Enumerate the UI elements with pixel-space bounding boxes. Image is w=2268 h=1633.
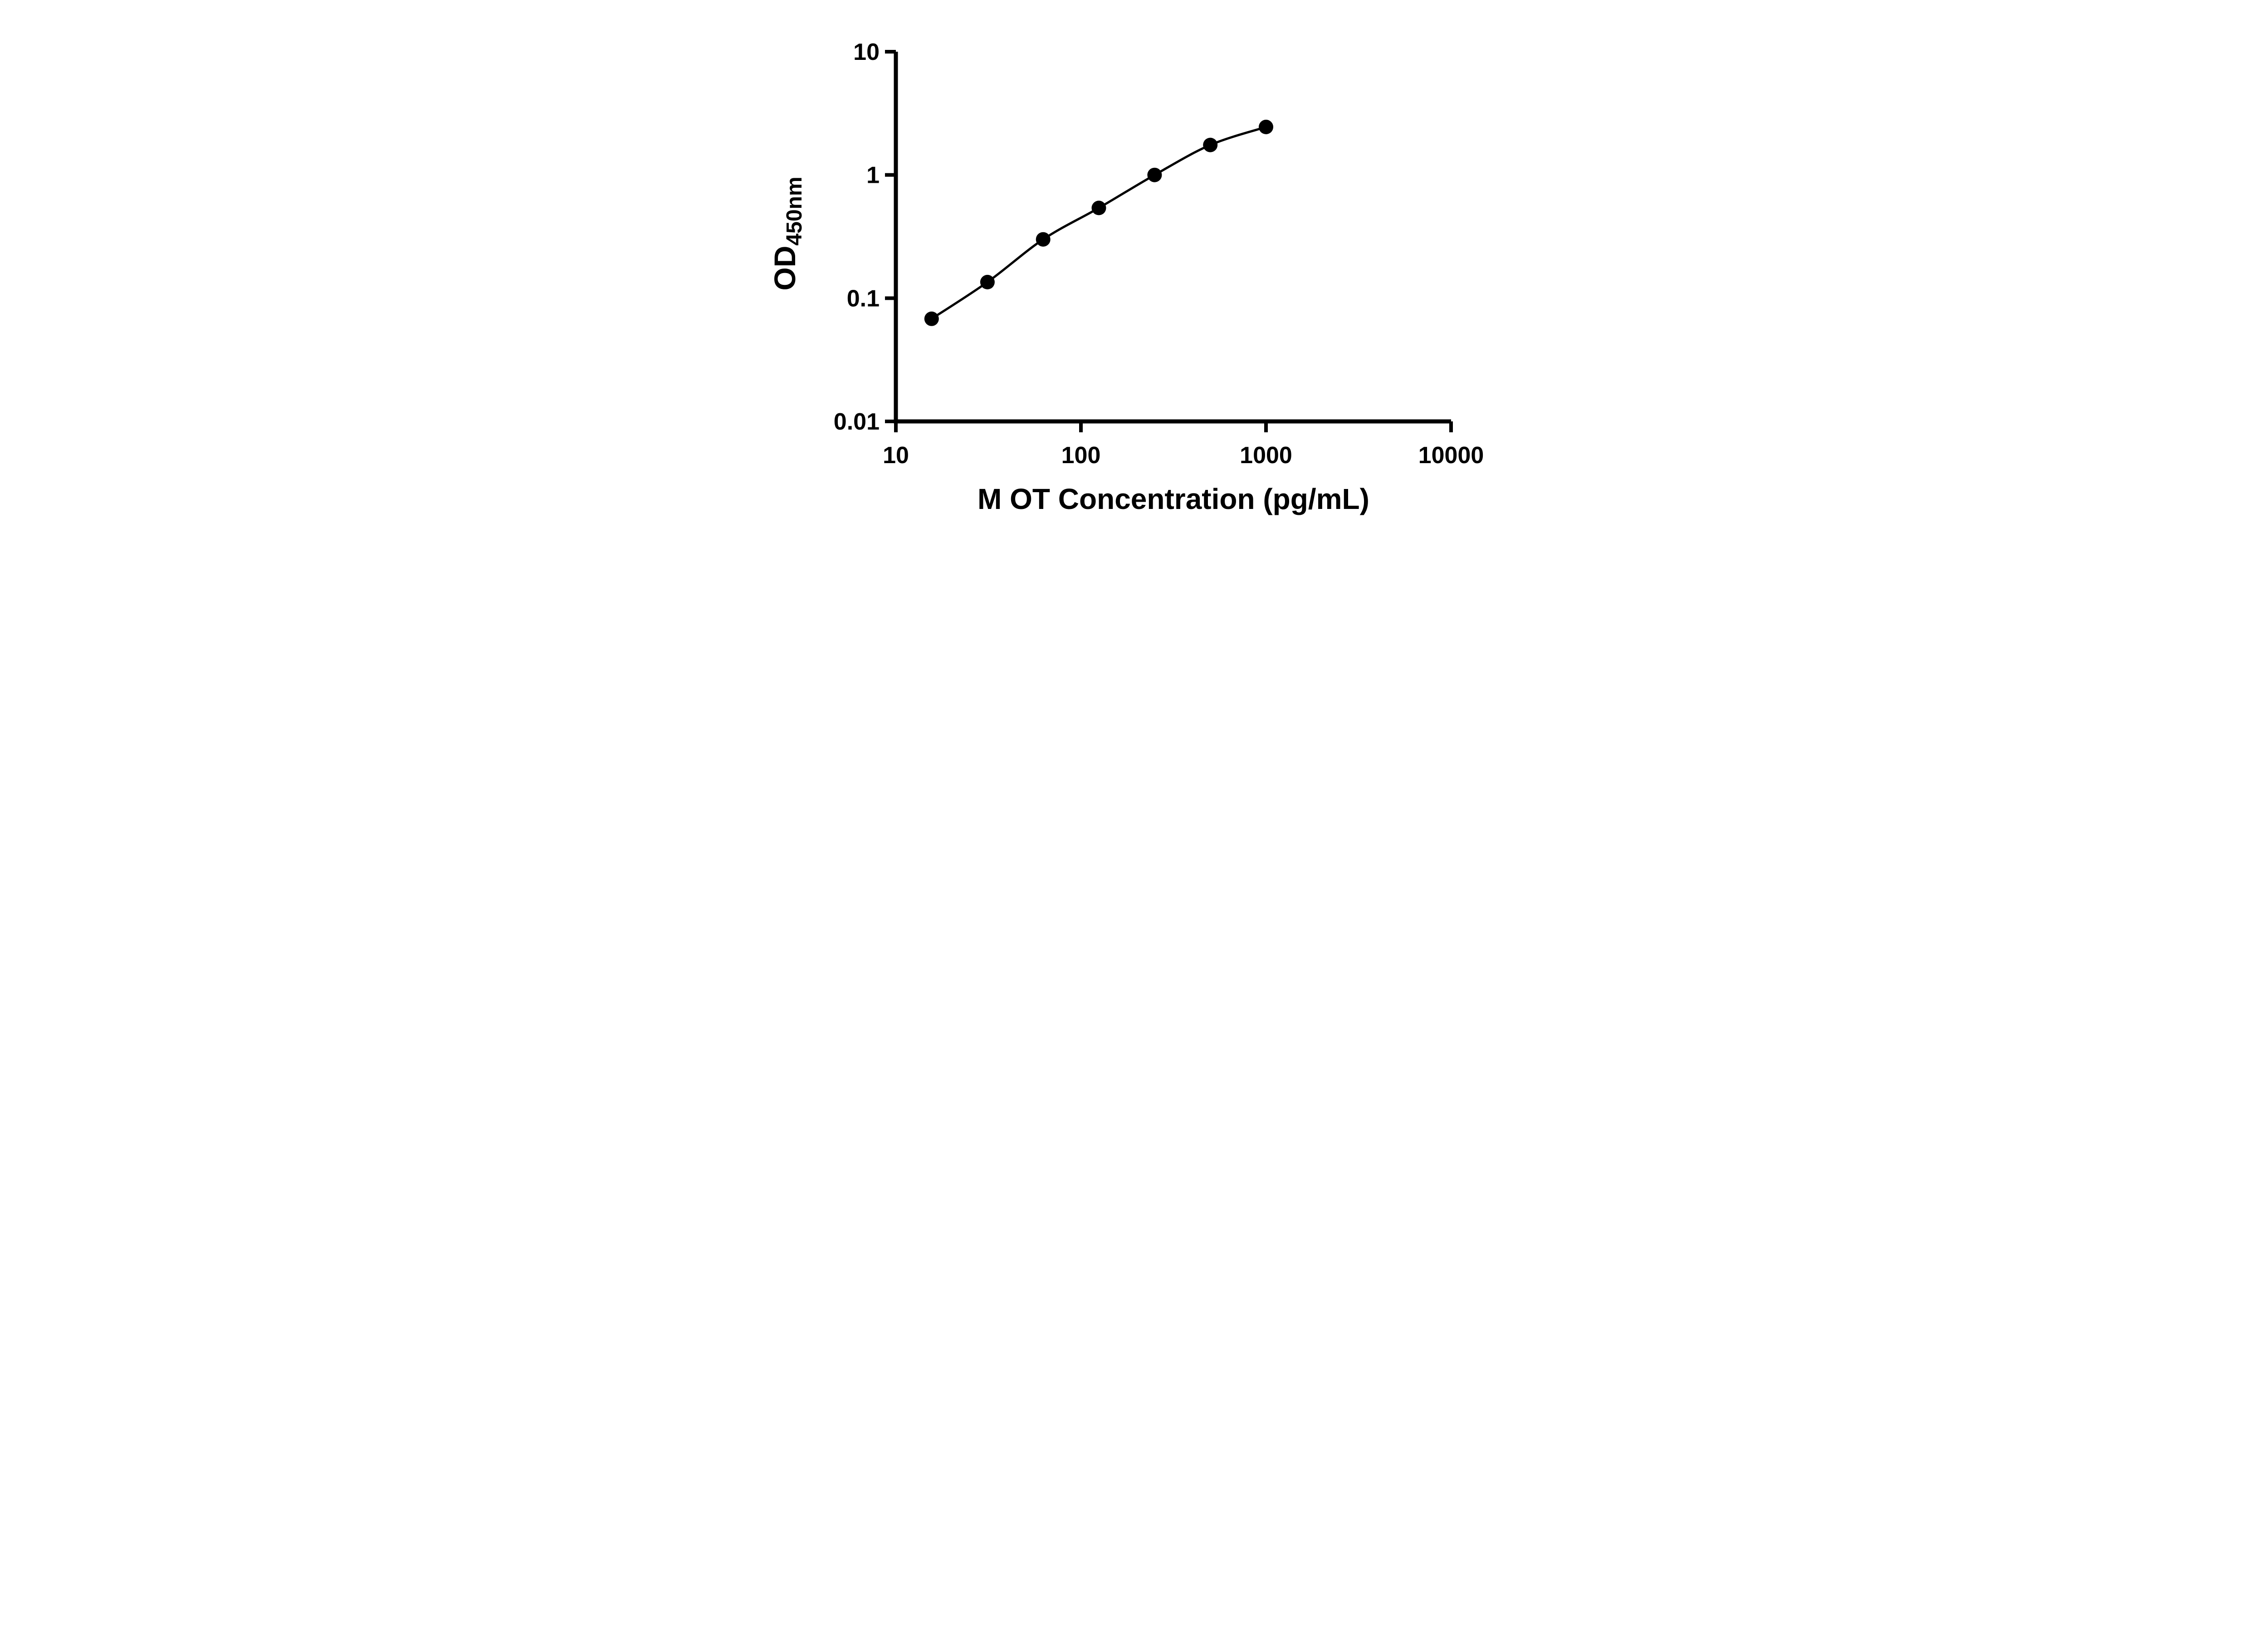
y-tick-label: 0.1 bbox=[847, 285, 880, 312]
page: 10 100 1000 10000 0.01 0.1 1 10 M OT Concentrat… bbox=[746, 0, 1522, 544]
trend-curve bbox=[931, 126, 1266, 320]
data-point bbox=[1091, 200, 1106, 215]
data-point bbox=[1036, 232, 1051, 247]
x-tick-label: 10000 bbox=[1418, 442, 1484, 469]
data-point bbox=[924, 311, 939, 326]
y-tick-label: 1 bbox=[866, 162, 880, 189]
data-point bbox=[980, 274, 995, 289]
x-axis-title: M OT Concentration (pg/mL) bbox=[978, 483, 1369, 515]
x-tick-label: 1000 bbox=[1240, 442, 1292, 469]
data-point bbox=[1203, 137, 1218, 152]
data-point bbox=[1259, 119, 1273, 134]
axes-layer: 10 100 1000 10000 0.01 0.1 1 10 bbox=[834, 39, 1484, 469]
y-tick-label: 0.01 bbox=[834, 409, 880, 435]
series-layer bbox=[924, 119, 1273, 326]
axis-spine bbox=[894, 52, 1451, 424]
elisa-standard-curve-figure: 10 100 1000 10000 0.01 0.1 1 10 M OT Concentrat… bbox=[746, 0, 1522, 547]
y-axis-title: OD450nm bbox=[768, 176, 807, 290]
y-axis-title-sub: 450nm bbox=[782, 176, 807, 245]
chart-canvas: 10 100 1000 10000 0.01 0.1 1 10 M OT Concentrat… bbox=[768, 39, 1484, 515]
x-tick-label: 10 bbox=[883, 442, 909, 469]
y-tick-label: 10 bbox=[853, 39, 880, 65]
data-point bbox=[1147, 167, 1162, 182]
y-axis-title-main: OD bbox=[768, 246, 802, 291]
x-tick-label: 100 bbox=[1061, 442, 1101, 469]
